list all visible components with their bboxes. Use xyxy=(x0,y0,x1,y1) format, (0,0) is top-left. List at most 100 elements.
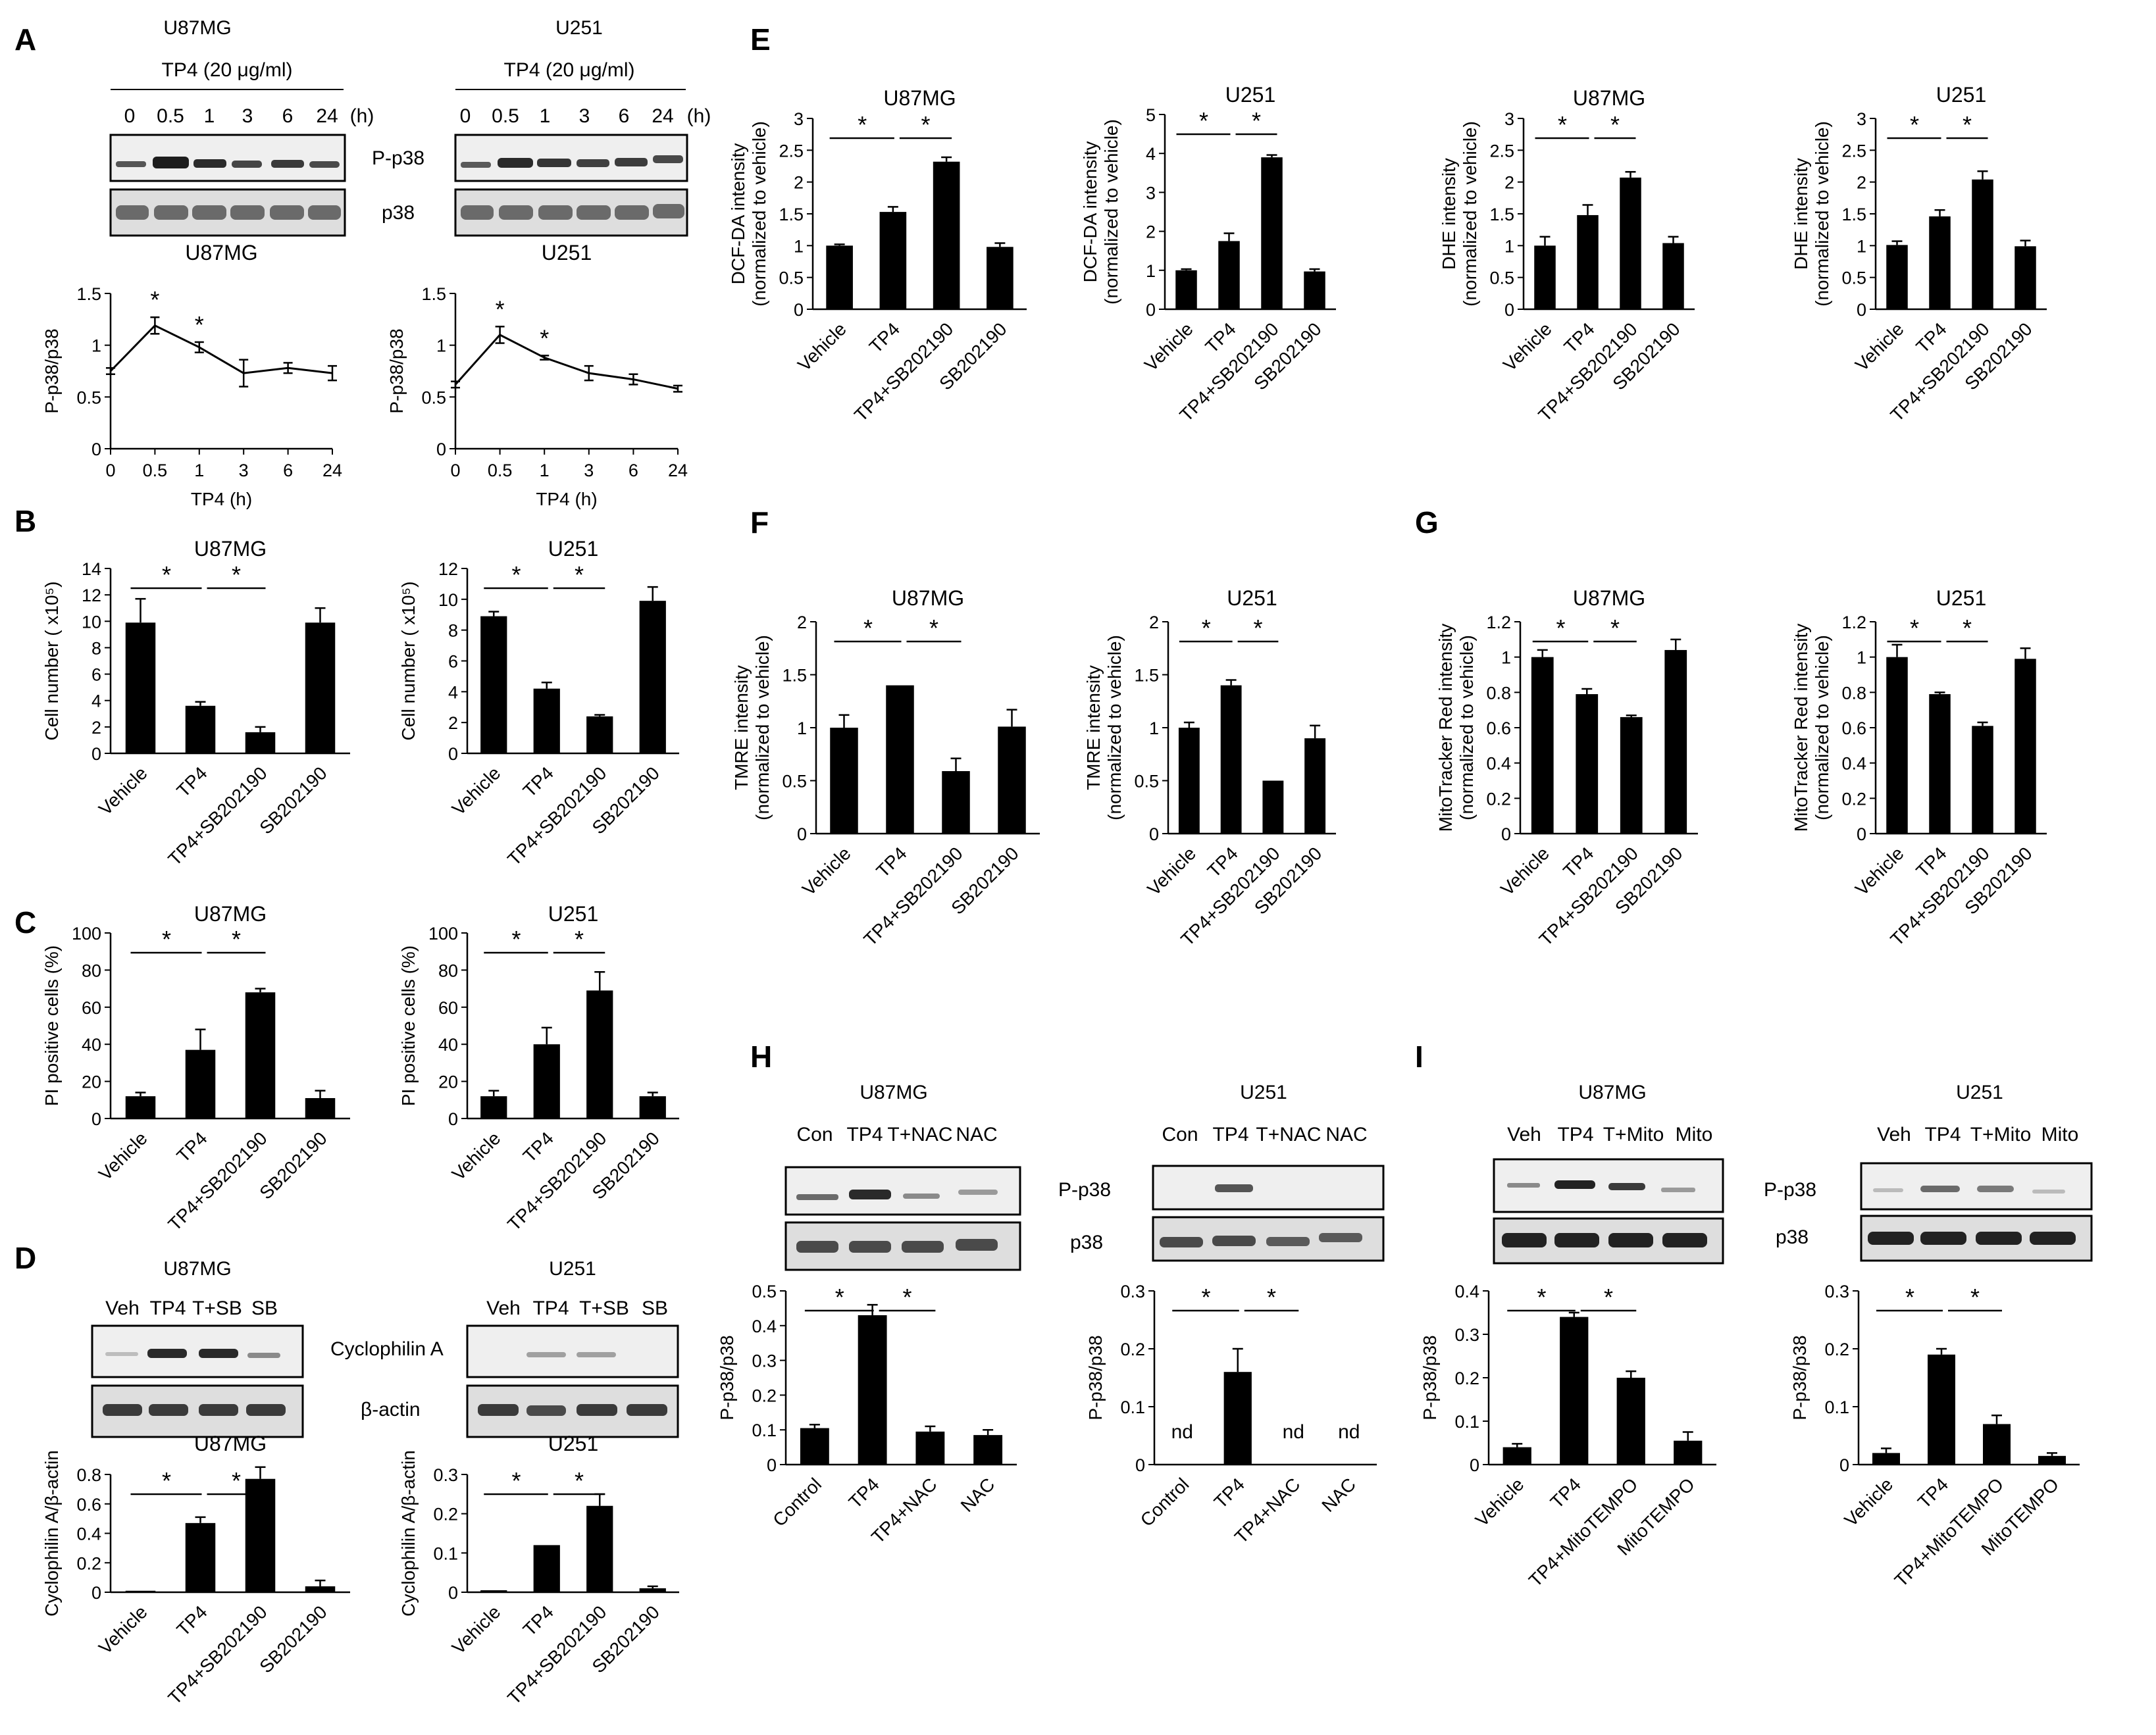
category-label: TP4 xyxy=(173,1601,211,1640)
blot-band xyxy=(2032,1190,2065,1194)
blot-h2-row-label: p38 xyxy=(1070,1232,1103,1253)
x-tick-label: 3 xyxy=(584,461,594,480)
blot-a2-bands-top xyxy=(461,155,683,168)
y-tick-label: 6 xyxy=(448,652,458,672)
y-axis-label: (normalized to vehicle) xyxy=(752,635,773,820)
y-tick-label: 4 xyxy=(448,682,458,702)
chart-title: U251 xyxy=(1936,586,1987,610)
significance-star: * xyxy=(575,561,584,588)
y-tick-label: 0 xyxy=(91,744,101,764)
bar xyxy=(1929,216,1951,309)
blot-d1-lane: T+SB xyxy=(192,1297,242,1319)
significance-star: * xyxy=(1558,111,1567,138)
y-tick-label: 0.2 xyxy=(433,1505,458,1524)
y-tick-label: 2 xyxy=(1146,222,1156,242)
significance-star: * xyxy=(1252,107,1261,134)
significance-star: * xyxy=(162,1467,171,1494)
chart-title: U251 xyxy=(548,1432,599,1455)
y-tick-label: 0 xyxy=(448,1109,458,1129)
y-tick-label: 1.5 xyxy=(421,284,446,304)
bar xyxy=(305,1586,336,1592)
y-axis-label: DHE intensity xyxy=(1791,158,1811,270)
chart-title: U251 xyxy=(1227,586,1277,610)
y-tick-label: 3 xyxy=(794,109,804,129)
blot-i2-lane: Veh xyxy=(1877,1124,1911,1145)
blot-band xyxy=(1507,1183,1540,1188)
significance-star: * xyxy=(195,311,204,338)
chart-title: U87MG xyxy=(1573,86,1645,110)
y-tick-label: 0 xyxy=(1857,300,1866,320)
bar xyxy=(1576,694,1599,834)
y-tick-label: 1 xyxy=(1504,236,1514,256)
y-tick-label: 0.3 xyxy=(752,1351,777,1371)
blot-band xyxy=(1661,1188,1695,1192)
bar xyxy=(933,161,960,309)
panel-letter-i: I xyxy=(1415,1040,1424,1074)
significance-star: * xyxy=(1610,111,1620,138)
y-tick-label: 0.8 xyxy=(76,1465,101,1485)
category-label: TP4+MitoTEMPO xyxy=(1525,1474,1642,1591)
blot-a1-membrane-bottom xyxy=(109,188,346,237)
chart-c-u251: U251 0 20 40 60 80 100 PI positive cells (%) Veh… xyxy=(398,902,679,1235)
x-tick-label: 0 xyxy=(105,461,115,480)
category-label: Vehicle xyxy=(448,763,505,819)
bar xyxy=(1972,726,1993,834)
category-label: TP4 xyxy=(1912,843,1951,881)
blot-band xyxy=(199,1404,238,1416)
blot-h1-lane: TP4 xyxy=(846,1124,883,1145)
bar xyxy=(1929,694,1951,834)
blot-a1-lane: 0.5 xyxy=(157,105,184,127)
bar xyxy=(185,1522,216,1592)
chart-title: U251 xyxy=(548,902,599,926)
y-axis-label: DCF-DA intensity xyxy=(1080,141,1100,283)
blot-band xyxy=(1502,1233,1547,1247)
y-axis-label: Cell number ( x10⁵) xyxy=(41,582,62,741)
category-label: Vehicle xyxy=(1143,843,1200,899)
y-tick-label: 1.2 xyxy=(1486,613,1511,632)
panel-letter-d: D xyxy=(14,1241,36,1275)
chart-d-u87mg: U87MG 0 0.2 0.4 0.6 0.8 Cyclophilin A/β-actin V… xyxy=(41,1432,350,1709)
significance-star: * xyxy=(511,926,521,953)
blot-d1-lane: TP4 xyxy=(149,1297,186,1319)
blot-band xyxy=(271,160,304,168)
y-tick-label: 5 xyxy=(1146,105,1156,125)
blot-band xyxy=(199,1349,238,1358)
y-tick-label: 0.5 xyxy=(1841,268,1866,288)
chart-e-u87mg: U87MG 0 0.5 1 1.5 2 2.5 3 DHE intensity (normaliz… xyxy=(1439,86,1695,426)
y-tick-label: 1 xyxy=(1146,261,1156,281)
bar xyxy=(480,1590,507,1592)
y-tick-label: 0.8 xyxy=(1841,683,1866,703)
blot-h2-bands-bottom xyxy=(1160,1233,1362,1247)
blot-band xyxy=(526,1405,566,1416)
x-tick-label: 6 xyxy=(283,461,293,480)
blot-a2-title: U251 xyxy=(555,17,603,39)
y-tick-label: 0.2 xyxy=(1454,1369,1479,1388)
blot-band xyxy=(309,161,340,168)
blot-band xyxy=(105,1352,138,1356)
blot-d2-bands-bottom xyxy=(478,1404,667,1416)
blot-i2-lane: Mito xyxy=(2041,1124,2079,1145)
y-tick-label: 0 xyxy=(1146,300,1156,320)
category-label: Vehicle xyxy=(95,1128,151,1184)
chart-f-u87mg: U87MG 0 0.5 1 1.5 2 TMRE intensity (normalized … xyxy=(731,586,1040,950)
y-tick-label: 0.5 xyxy=(752,1282,777,1301)
y-axis-label: P-p38/p38 xyxy=(386,328,407,413)
category-label: TP4 xyxy=(865,318,904,357)
bar xyxy=(1175,270,1197,309)
category-label: Vehicle xyxy=(95,763,151,819)
bar xyxy=(2038,1455,2066,1465)
blot-band xyxy=(149,1404,188,1416)
category-label: TP4 xyxy=(519,1128,557,1166)
significance-star: * xyxy=(511,561,521,588)
bar xyxy=(125,1096,156,1119)
category-label: TP4 xyxy=(173,763,211,801)
y-axis-label: (normalized to vehicle) xyxy=(1104,635,1125,820)
blot-a1-bands-top xyxy=(116,157,340,168)
chart-title: U87MG xyxy=(883,86,956,110)
y-tick-label: 0.6 xyxy=(1486,718,1511,738)
blot-h2-bands-top xyxy=(1215,1184,1253,1192)
y-tick-label: 100 xyxy=(428,924,458,943)
blot-h2-membrane-top xyxy=(1152,1165,1385,1211)
